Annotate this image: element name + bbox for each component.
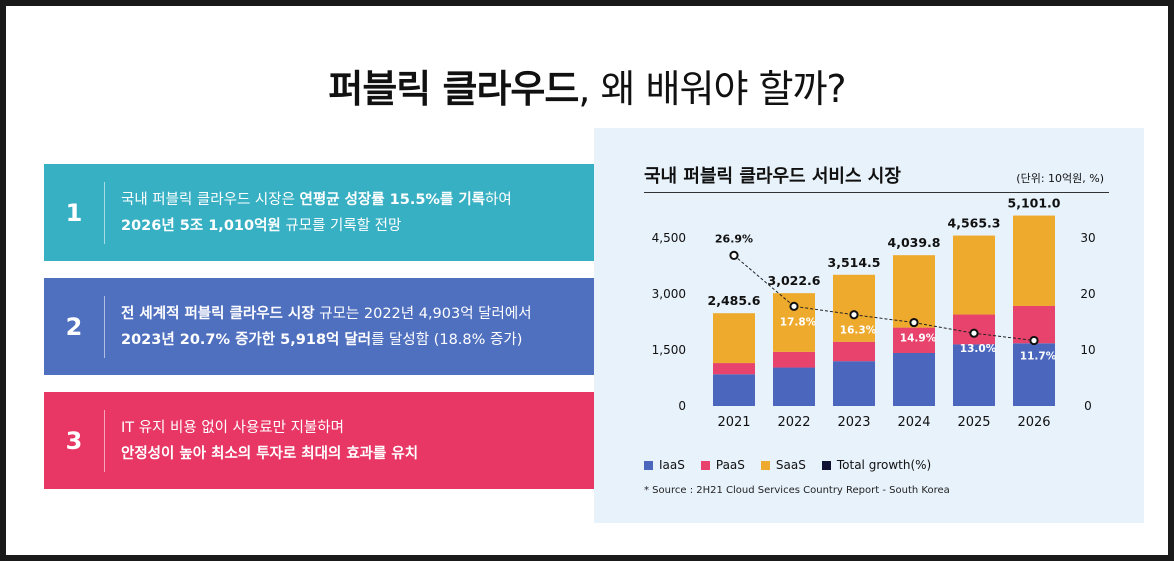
growth-label: 11.7% <box>1020 350 1057 362</box>
growth-label: 17.8% <box>780 316 817 328</box>
bar-total-label: 2,485.6 <box>708 293 761 308</box>
card-text-segment: 규모는 2022년 4,903억 달러에서 <box>314 305 532 322</box>
chart-title: 국내 퍼블릭 클라우드 서비스 시장 <box>644 166 901 187</box>
x-tick-label: 2022 <box>777 415 810 430</box>
bar-saas-2021 <box>713 313 755 364</box>
bar-paas-2021 <box>713 363 755 375</box>
card-text-segment: 전 세계적 퍼블릭 클라우드 시장 <box>121 305 315 322</box>
y-left-tick-label: 3,000 <box>652 287 686 301</box>
legend-label: Total growth(%) <box>836 458 932 472</box>
growth-point <box>789 301 799 311</box>
card-text-segment: IT 유지 비용 없이 사용료만 지불하며 <box>121 419 344 436</box>
bar-total-label: 4,039.8 <box>888 235 941 250</box>
card-line: 2023년 20.7% 증가한 5,918억 달러를 달성함 (18.8% 증가… <box>121 327 532 353</box>
x-tick-label: 2025 <box>957 415 990 430</box>
card-text: 국내 퍼블릭 클라우드 시장은 연평균 성장률 15.5%를 기록하여 2026년… <box>121 187 512 239</box>
x-tick-label: 2026 <box>1017 415 1050 430</box>
chart-unit: (단위: 10억원, %) <box>1016 172 1104 185</box>
bar-paas-2022 <box>773 351 815 368</box>
card-text-segment: 2023년 20.7% 증가한 5,918억 달러 <box>121 331 372 348</box>
info-card-2: 2 전 세계적 퍼블릭 클라우드 시장 규모는 2022년 4,903억 달러에… <box>44 278 594 375</box>
legend-item: IaaS <box>644 458 685 472</box>
legend-swatch <box>821 460 831 470</box>
chart-source: * Source : 2H21 Cloud Services Country R… <box>644 485 950 496</box>
y-right-tick-label: 20 <box>1080 287 1095 301</box>
legend-swatch <box>644 460 653 470</box>
legend-swatch <box>700 460 710 470</box>
legend-swatch <box>760 460 770 470</box>
bar-total-label: 4,565.3 <box>948 216 1001 231</box>
card-line: IT 유지 비용 없이 사용료만 지불하며 <box>121 415 418 441</box>
card-text-segment: 연평균 성장률 15.5%를 기록 <box>299 191 486 208</box>
bar-iaas-2026 <box>1013 343 1055 406</box>
title-light: , 왜 배워야 할까? <box>578 67 846 111</box>
legend-item: PaaS <box>700 458 745 472</box>
chart-panel: 국내 퍼블릭 클라우드 서비스 시장 (단위: 10억원, %) 0 1,500 3… <box>594 128 1144 523</box>
bar-saas-2023 <box>833 274 875 342</box>
y-right-tick-label: 10 <box>1080 343 1095 357</box>
growth-point <box>969 328 979 338</box>
bar-total-label: 3,514.5 <box>828 255 881 270</box>
card-number: 1 <box>44 181 105 244</box>
card-line: 국내 퍼블릭 클라우드 시장은 연평균 성장률 15.5%를 기록하여 <box>121 187 512 213</box>
card-text-segment: 안정성이 높아 최소의 투자로 최대의 효과를 유치 <box>121 445 419 462</box>
growth-label: 16.3% <box>840 325 877 337</box>
bar-iaas-2023 <box>833 361 875 406</box>
market-chart: 0 1,500 3,000 4,500 0 10 20 30 2,485.6 2021 3,022.… <box>652 196 1096 430</box>
y-left-tick-label: 4,500 <box>652 231 686 245</box>
title-rule <box>644 192 1109 193</box>
growth-label: 13.0% <box>960 343 997 355</box>
legend-label: SaaS <box>775 458 806 472</box>
growth-line <box>733 254 1035 341</box>
bar-saas-2026 <box>1013 215 1055 306</box>
growth-point <box>1029 335 1039 346</box>
card-number: 2 <box>44 295 105 358</box>
y-left-tick-label: 1,500 <box>652 343 686 357</box>
card-text-segment: 규모를 기록할 전망 <box>280 217 402 234</box>
card-text: 전 세계적 퍼블릭 클라우드 시장 규모는 2022년 4,903억 달러에서 2… <box>121 301 532 353</box>
card-text-segment: 를 달성함 (18.8% 증가) <box>371 331 523 348</box>
card-line: 전 세계적 퍼블릭 클라우드 시장 규모는 2022년 4,903억 달러에서 <box>121 301 532 327</box>
growth-point <box>909 317 919 328</box>
growth-label: 26.9% <box>715 232 753 245</box>
legend-item: SaaS <box>760 458 806 472</box>
legend-item: Total growth(%) <box>821 458 932 472</box>
card-line: 안정성이 높아 최소의 투자로 최대의 효과를 유치 <box>121 441 418 467</box>
bar-iaas-2024 <box>893 352 935 406</box>
page-title: 퍼블릭 클라우드, 왜 배워야 할까? <box>6 58 1168 113</box>
chart-legend: IaaS PaaS SaaS Total growth(%) <box>644 458 931 472</box>
legend-label: IaaS <box>659 458 685 472</box>
x-tick-label: 2021 <box>717 415 750 430</box>
legend-label: PaaS <box>715 458 745 472</box>
bar-paas-2024 <box>893 327 935 353</box>
info-card-1: 1 국내 퍼블릭 클라우드 시장은 연평균 성장률 15.5%를 기록하여 202… <box>44 164 594 261</box>
growth-point <box>729 250 739 260</box>
bar-total-label: 5,101.0 <box>1008 196 1061 211</box>
x-tick-label: 2024 <box>897 415 930 430</box>
bar-saas-2025 <box>953 235 995 315</box>
bar-total-label: 3,022.6 <box>768 273 821 288</box>
card-text-segment: 국내 퍼블릭 클라우드 시장은 <box>121 191 300 208</box>
bar-iaas-2022 <box>773 367 815 406</box>
card-number: 3 <box>44 409 105 472</box>
title-strong: 퍼블릭 클라우드 <box>328 67 579 111</box>
card-text-segment: 2026년 5조 1,010억원 <box>121 217 281 234</box>
y-right-tick-label: 0 <box>1084 399 1092 413</box>
y-right-tick-label: 30 <box>1080 231 1095 245</box>
bar-paas-2023 <box>833 341 875 362</box>
growth-label: 14.9% <box>900 333 937 345</box>
x-tick-label: 2023 <box>837 415 870 430</box>
y-left-tick-label: 0 <box>678 399 686 413</box>
card-text-segment: 하여 <box>485 191 512 208</box>
infographic-frame: 퍼블릭 클라우드, 왜 배워야 할까? 1 국내 퍼블릭 클라우드 시장은 연평… <box>6 6 1168 555</box>
bar-saas-2024 <box>893 255 935 328</box>
growth-point <box>849 310 859 320</box>
bar-iaas-2025 <box>953 344 995 406</box>
bar-iaas-2021 <box>713 374 755 406</box>
card-line: 2026년 5조 1,010억원 규모를 기록할 전망 <box>121 213 512 239</box>
